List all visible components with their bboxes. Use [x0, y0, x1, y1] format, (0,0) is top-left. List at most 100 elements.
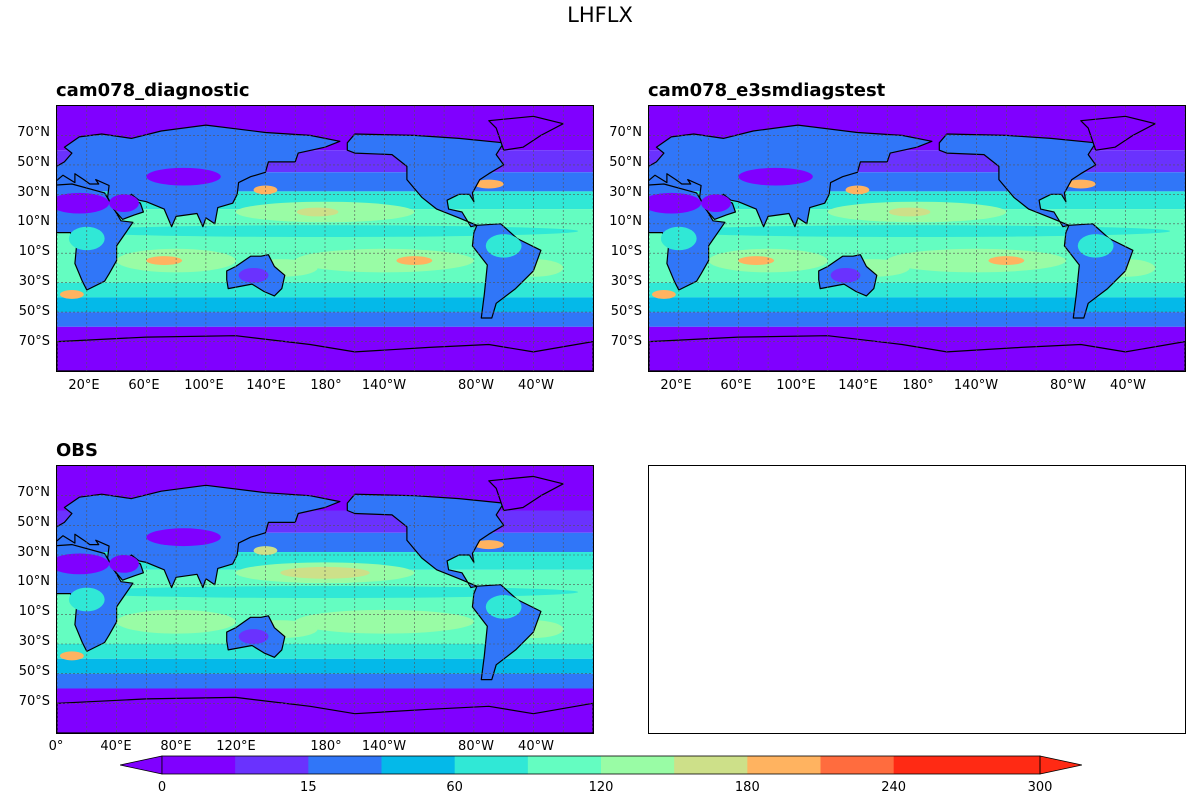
lat-tick-label: 10°N [609, 214, 642, 229]
lon-tick-label: 60°E [128, 378, 160, 393]
north-america-coastline [346, 493, 505, 589]
lon-tick-label: 20°E [68, 378, 100, 393]
lon-tick-label: 120°E [216, 739, 256, 754]
panel-title-model: cam078_diagnostic [56, 80, 250, 101]
lat-tick-label: 70°S [18, 334, 50, 349]
lat-tick-label: 50°N [609, 155, 642, 170]
flux-band [57, 297, 593, 313]
lon-tick-label: 180° [902, 378, 934, 393]
colorbar-level [674, 756, 748, 774]
flux-maximum [845, 185, 870, 195]
lat-tick-label: 50°S [18, 664, 50, 679]
map-panel-model[interactable] [56, 105, 594, 372]
lon-tick-label: 40°W [518, 739, 554, 754]
greenland-coastline [1080, 115, 1156, 151]
lon-tick-label: 40°W [518, 378, 554, 393]
lon-tick-label: 80°E [160, 739, 192, 754]
rainforest-flux [1077, 234, 1114, 258]
flux-contour [295, 248, 474, 273]
lat-tick-label: 30°N [609, 185, 642, 200]
lat-tick-label: 30°S [18, 634, 50, 649]
lat-tick-label: 10°N [17, 574, 50, 589]
lhflx-field-model [57, 106, 593, 371]
flux-contour [887, 248, 1066, 273]
colorbar-level [747, 756, 821, 774]
colorbar-level [162, 756, 236, 774]
lon-tick-label: 60°E [720, 378, 752, 393]
lon-tick-label: 80°W [1050, 378, 1086, 393]
colorbar-level [601, 756, 675, 774]
lon-tick-label: 0° [48, 739, 64, 754]
colorbar-level [893, 756, 968, 774]
lon-tick-label: 140°E [838, 378, 878, 393]
lon-tick-label: 140°E [246, 378, 286, 393]
lat-tick-label: 70°S [610, 334, 642, 349]
panel-title-test: cam078_e3smdiagstest [648, 80, 886, 101]
lat-tick-label: 50°N [17, 515, 50, 530]
flux-band [649, 297, 1185, 313]
colorbar-tick: 15 [300, 780, 317, 795]
lon-tick-label: 180° [310, 378, 342, 393]
lon-tick-label: 140°W [361, 739, 407, 754]
desert-minimum [238, 267, 269, 283]
colorbar-level [308, 756, 382, 774]
lat-tick-label: 70°S [18, 694, 50, 709]
desert-minimum [57, 553, 110, 575]
flux-maximum [888, 207, 931, 217]
antarctica-coastline [57, 335, 593, 371]
flux-contour [71, 586, 579, 599]
desert-minimum [146, 167, 221, 186]
colorbar-extend-min [120, 755, 163, 775]
colorbar-tick: 240 [881, 780, 907, 795]
desert-minimum [649, 192, 702, 214]
map-panel-obs[interactable] [56, 465, 594, 734]
lat-tick-label: 50°S [610, 304, 642, 319]
flux-contour [295, 609, 474, 634]
flux-band [57, 673, 593, 689]
flux-maximum [988, 256, 1025, 265]
lat-tick-label: 30°S [610, 274, 642, 289]
flux-maximum [738, 256, 775, 265]
colorbar-tick: 300 [1027, 780, 1053, 795]
antarctica-coastline [649, 335, 1185, 371]
figure-title: LHFLX [567, 3, 633, 27]
lat-tick-label: 50°N [17, 155, 50, 170]
lon-tick-label: 80°W [458, 378, 494, 393]
lon-tick-label: 100°E [184, 378, 224, 393]
lat-tick-label: 30°N [17, 545, 50, 560]
lat-tick-label: 70°N [17, 125, 50, 140]
rainforest-flux [485, 234, 522, 258]
lon-tick-label: 140°W [361, 378, 407, 393]
colorbar-level [820, 756, 895, 774]
flux-maximum [280, 566, 370, 579]
lon-tick-label: 180° [310, 739, 342, 754]
lhflx-field-test [649, 106, 1185, 371]
desert-minimum [109, 194, 139, 212]
desert-minimum [146, 528, 221, 547]
colorbar-tick: 180 [734, 780, 760, 795]
colorbar-extend-max [1039, 755, 1082, 775]
flux-maximum [473, 179, 504, 189]
colorbar-level [381, 756, 456, 774]
north-america-coastline [938, 133, 1097, 228]
desert-minimum [830, 267, 861, 283]
lat-tick-label: 10°S [610, 244, 642, 259]
desert-minimum [57, 192, 110, 214]
lon-tick-label: 40°W [1110, 378, 1146, 393]
greenland-coastline [488, 115, 564, 151]
lat-tick-label: 30°N [17, 185, 50, 200]
lat-tick-label: 30°S [18, 274, 50, 289]
flux-maximum [296, 207, 339, 217]
lat-tick-label: 70°N [609, 125, 642, 140]
desert-minimum [701, 194, 731, 212]
lon-tick-label: 80°W [458, 739, 494, 754]
flux-maximum [253, 185, 278, 195]
colorbar [120, 755, 1082, 775]
lon-tick-label: 140°W [953, 378, 999, 393]
north-america-coastline [346, 133, 505, 228]
colorbar-level [527, 756, 602, 774]
lon-tick-label: 100°E [776, 378, 816, 393]
flux-maximum [146, 256, 183, 265]
lon-tick-label: 20°E [660, 378, 692, 393]
map-panel-test[interactable] [648, 105, 1186, 372]
